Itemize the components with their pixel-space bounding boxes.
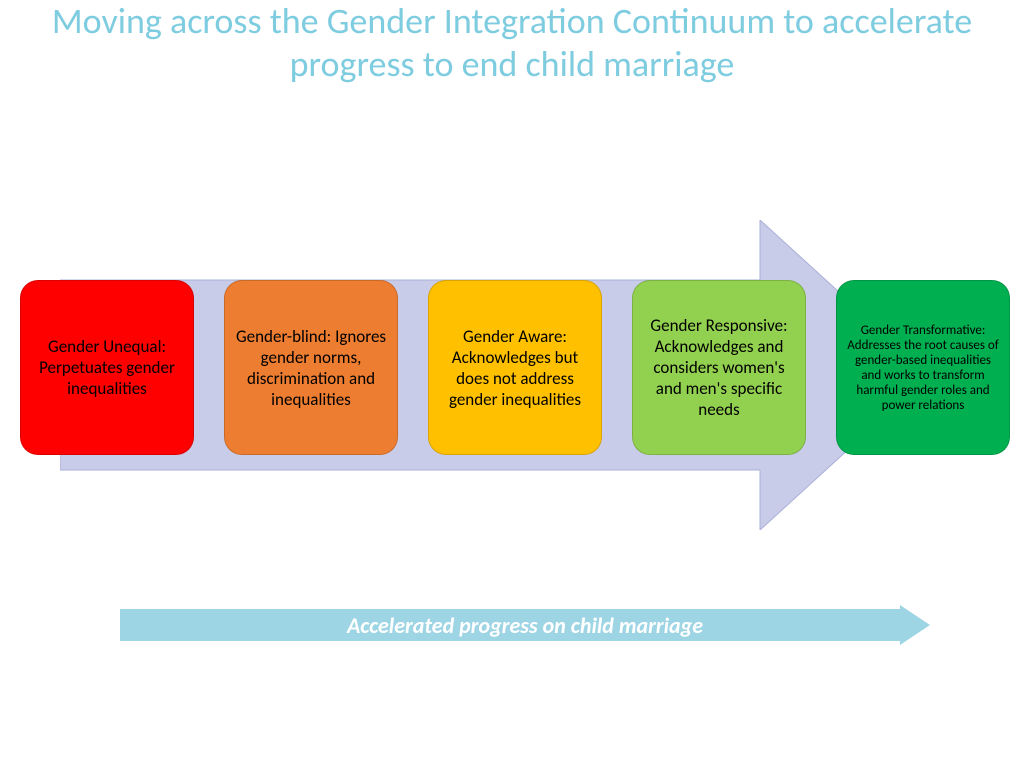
stage-box-responsive: Gender Responsive: Acknowledges and cons… — [632, 280, 806, 455]
stage-label: Gender-blind: Ignores gender norms, disc… — [233, 326, 389, 410]
bottom-arrow: Accelerated progress on child marriage — [120, 605, 930, 645]
stage-box-unequal: Gender Unequal: Perpetuates gender inequ… — [20, 280, 194, 455]
stage-label: Gender Responsive: Acknowledges and cons… — [641, 315, 797, 420]
stage-box-aware: Gender Aware: Acknowledges but does not … — [428, 280, 602, 455]
stage-box-transformative: Gender Transformative: Addresses the roo… — [836, 280, 1010, 455]
bottom-arrow-label: Accelerated progress on child marriage — [120, 605, 930, 645]
stage-label: Gender Unequal: Perpetuates gender inequ… — [29, 336, 185, 399]
stage-label: Gender Aware: Acknowledges but does not … — [437, 326, 593, 410]
page-title: Moving across the Gender Integration Con… — [0, 0, 1024, 86]
stage-box-blind: Gender-blind: Ignores gender norms, disc… — [224, 280, 398, 455]
stages-row: Gender Unequal: Perpetuates gender inequ… — [20, 280, 1010, 455]
stage-label: Gender Transformative: Addresses the roo… — [845, 323, 1001, 413]
